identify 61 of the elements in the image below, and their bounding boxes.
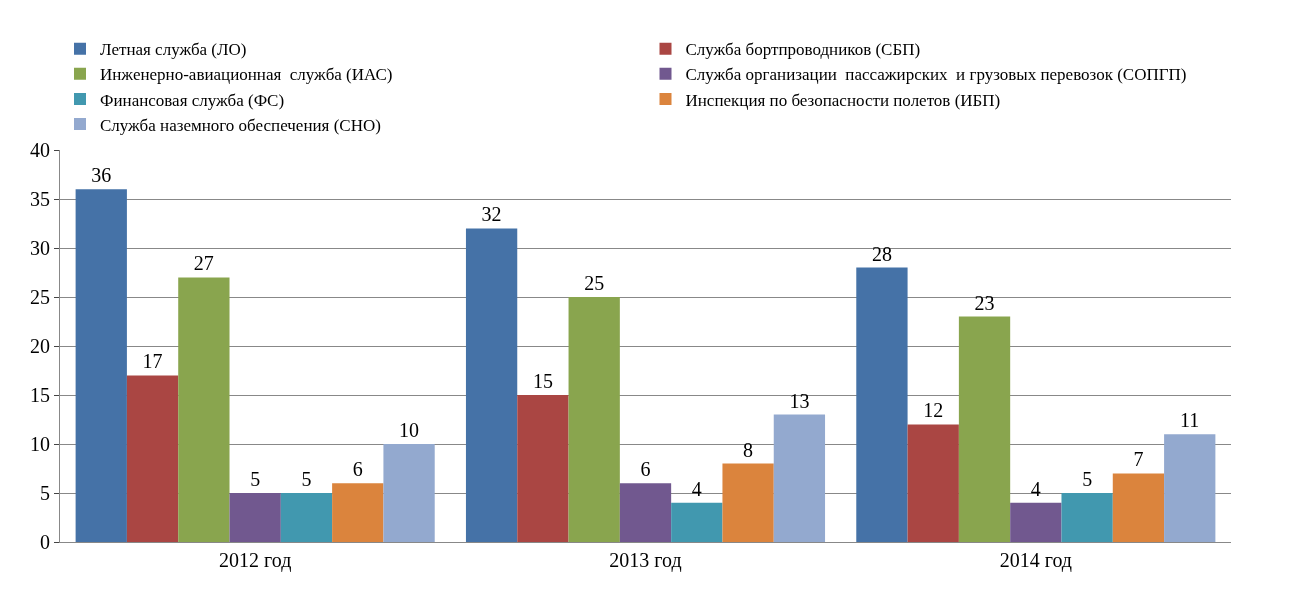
bar bbox=[722, 463, 774, 542]
legend-label: Служба бортпроводников (СБП) bbox=[685, 40, 921, 60]
data-label: 8 bbox=[743, 438, 754, 461]
y-tick-label: 10 bbox=[30, 433, 50, 455]
y-tick-label: 30 bbox=[30, 237, 50, 259]
legend-label: Служба наземного обеспечения (СНО) bbox=[100, 115, 381, 135]
bar bbox=[229, 493, 281, 542]
data-label: 32 bbox=[481, 203, 502, 226]
bar bbox=[1010, 502, 1062, 542]
bar bbox=[856, 267, 908, 542]
bar bbox=[619, 483, 672, 542]
bar bbox=[1061, 493, 1113, 542]
bar bbox=[773, 414, 826, 542]
y-tick-label: 0 bbox=[40, 531, 50, 553]
data-label: 4 bbox=[691, 477, 702, 500]
y-tick-label: 5 bbox=[40, 482, 50, 504]
data-label: 28 bbox=[871, 242, 892, 265]
legend-label: Служба организации пассажирских и грузовых перевозок (СОПГП) bbox=[685, 65, 1187, 85]
bar bbox=[465, 228, 518, 542]
bar bbox=[383, 444, 435, 542]
legend-label: Финансовая служба (ФС) bbox=[100, 90, 285, 110]
bar bbox=[671, 502, 723, 542]
bar bbox=[517, 395, 569, 542]
bar bbox=[907, 424, 959, 542]
data-label: 5 bbox=[250, 468, 261, 490]
data-label: 13 bbox=[789, 389, 810, 412]
bar bbox=[568, 297, 620, 542]
y-tick-label: 20 bbox=[30, 335, 50, 357]
bar bbox=[1112, 473, 1165, 542]
data-label: 27 bbox=[193, 252, 214, 275]
data-label: 36 bbox=[91, 164, 112, 187]
data-label: 12 bbox=[923, 399, 944, 422]
x-tick-label: 2013 год bbox=[609, 549, 682, 572]
x-tick-label: 2012 год bbox=[219, 549, 292, 572]
legend-label: Инспекция по безопасности полетов (ИБП) bbox=[685, 90, 1001, 110]
data-label: 15 bbox=[532, 370, 553, 392]
bar bbox=[280, 493, 333, 542]
y-tick-label: 25 bbox=[30, 286, 50, 308]
data-label: 7 bbox=[1133, 448, 1144, 471]
legend-label: Летная служба (ЛО) bbox=[100, 40, 247, 60]
data-label: 6 bbox=[640, 458, 651, 481]
data-label: 5 bbox=[301, 468, 312, 490]
data-label: 5 bbox=[1082, 468, 1093, 490]
bar bbox=[75, 189, 127, 542]
bar bbox=[1164, 434, 1216, 542]
bar bbox=[178, 277, 230, 542]
bar bbox=[332, 483, 384, 542]
data-label: 4 bbox=[1030, 477, 1041, 500]
y-tick-label: 40 bbox=[30, 139, 50, 161]
data-label: 17 bbox=[142, 350, 163, 373]
data-label: 11 bbox=[1180, 409, 1200, 432]
data-label: 25 bbox=[584, 272, 605, 294]
x-tick-label: 2014 год bbox=[999, 549, 1072, 572]
y-tick-label: 35 bbox=[30, 188, 50, 210]
y-tick-label: 15 bbox=[30, 384, 50, 406]
data-label: 23 bbox=[974, 291, 995, 314]
legend-label: Инженерно-авиационная служба (ИАС) bbox=[100, 65, 393, 85]
bar bbox=[126, 375, 179, 542]
bar bbox=[958, 316, 1011, 542]
data-label: 6 bbox=[352, 458, 363, 481]
data-label: 10 bbox=[399, 419, 420, 441]
